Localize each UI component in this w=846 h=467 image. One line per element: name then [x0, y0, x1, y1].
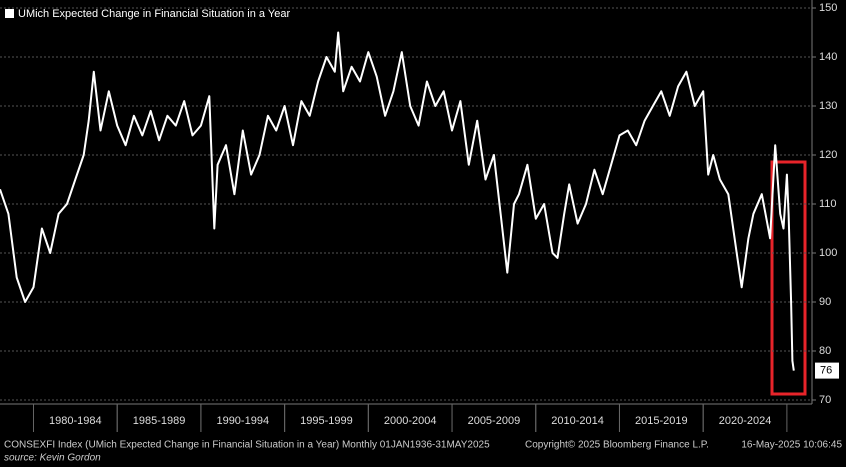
y-tick-label: 80 [819, 345, 831, 357]
y-tick-label: 130 [819, 100, 837, 112]
x-tick-label: 2010-2014 [551, 415, 604, 427]
highlight-box [770, 160, 807, 396]
x-tick-label: 2000-2004 [384, 415, 437, 427]
x-tick-label: 2005-2009 [468, 415, 521, 427]
footer-copyright: Copyright© 2025 Bloomberg Finance L.P. [525, 440, 709, 451]
y-tick-label: 150 [819, 2, 837, 14]
y-tick-label: 120 [819, 149, 837, 161]
legend-label: UMich Expected Change in Financial Situa… [18, 8, 290, 20]
y-tick-label: 90 [819, 296, 831, 308]
line-series [0, 31, 795, 371]
y-tick-label: 110 [819, 198, 837, 210]
x-tick-label: 2015-2019 [635, 415, 688, 427]
x-tick-label: 1985-1989 [133, 415, 186, 427]
footer-timestamp: 16-May-2025 10:06:45 [741, 440, 842, 451]
last-value-tag [815, 362, 839, 379]
footer-index: CONSEXFI Index (UMich Expected Change in… [4, 440, 490, 451]
x-tick-label: 1990-1994 [216, 415, 269, 427]
y-tick-label: 140 [819, 51, 837, 63]
x-tick-label: 2020-2024 [719, 415, 772, 427]
last-value-label: 76 [820, 365, 832, 377]
y-tick-label: 70 [819, 394, 831, 406]
y-tick-label: 100 [819, 247, 837, 259]
footer-source: source: Kevin Gordon [4, 453, 101, 464]
x-tick-label: 1980-1984 [49, 415, 102, 427]
legend-swatch [5, 9, 14, 18]
x-tick-label: 1995-1999 [300, 415, 353, 427]
